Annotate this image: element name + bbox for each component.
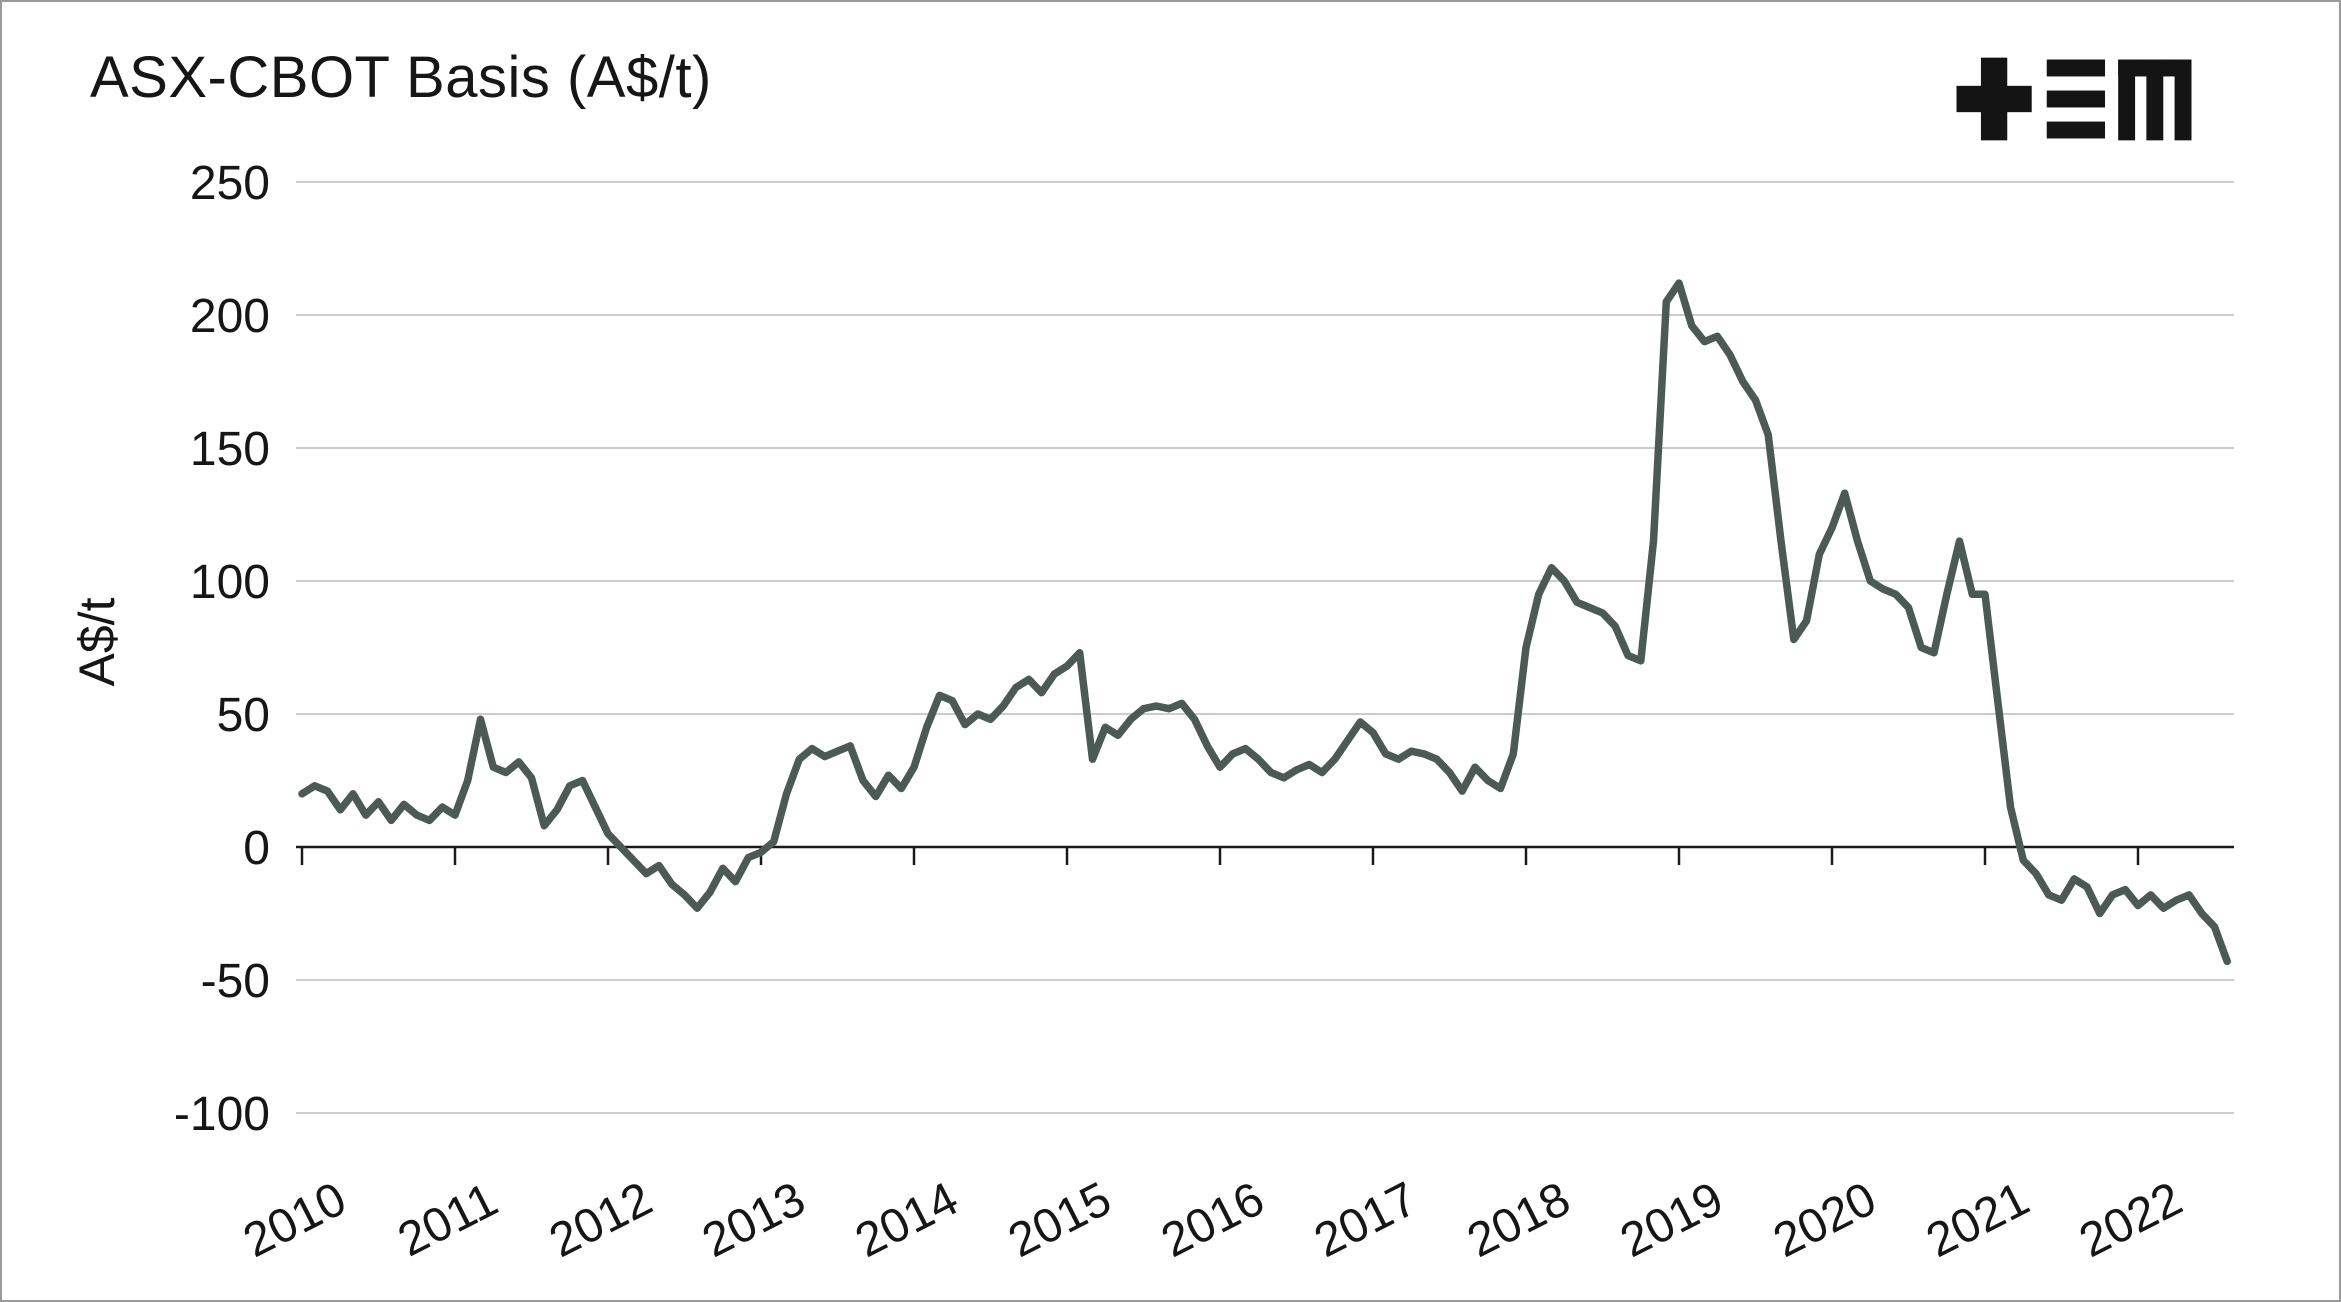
gridlines [296,181,2234,1114]
x-tick-label: 2015 [1000,1172,1119,1268]
y-tick-label: 0 [243,822,270,875]
x-tick-label: 2021 [1918,1172,2037,1268]
x-tick-label: 2022 [2071,1172,2190,1268]
x-axis-ticks: 2010 2011 2012 2013 2014 2015 2016 2017 2018 2019… [235,847,2191,1268]
y-tick-label: -100 [174,1088,270,1141]
x-tick-label: 2017 [1306,1172,1425,1268]
x-tick-label: 2010 [235,1172,354,1268]
y-tick-label: 50 [217,689,270,742]
logo-plus-icon [1956,57,2032,141]
y-tick-label: -50 [201,955,270,1008]
x-tick-label: 2018 [1459,1172,1578,1268]
x-tick-label: 2013 [694,1172,813,1268]
logo-m-icon [2118,59,2192,141]
y-tick-label: 250 [190,157,270,210]
x-tick-label: 2011 [390,1173,506,1267]
x-tick-label: 2020 [1765,1172,1884,1268]
logo-bars-icon [2046,59,2106,139]
x-tick-label: 2012 [541,1172,660,1268]
y-axis-ticks: 250 200 150 100 50 0 -50 -100 [174,157,270,1141]
x-tick-label: 2016 [1153,1172,1272,1268]
y-tick-label: 200 [190,290,270,343]
tem-logo-graphic [1956,57,2192,141]
x-tick-label: 2019 [1612,1172,1731,1268]
series-line [298,279,2231,966]
tem-logo [1955,52,2193,146]
chart-title: ASX-CBOT Basis (A$/t) [90,45,712,110]
x-tick-label: 2014 [847,1172,966,1268]
y-tick-label: 150 [190,423,270,476]
y-tick-label: 100 [190,556,270,609]
